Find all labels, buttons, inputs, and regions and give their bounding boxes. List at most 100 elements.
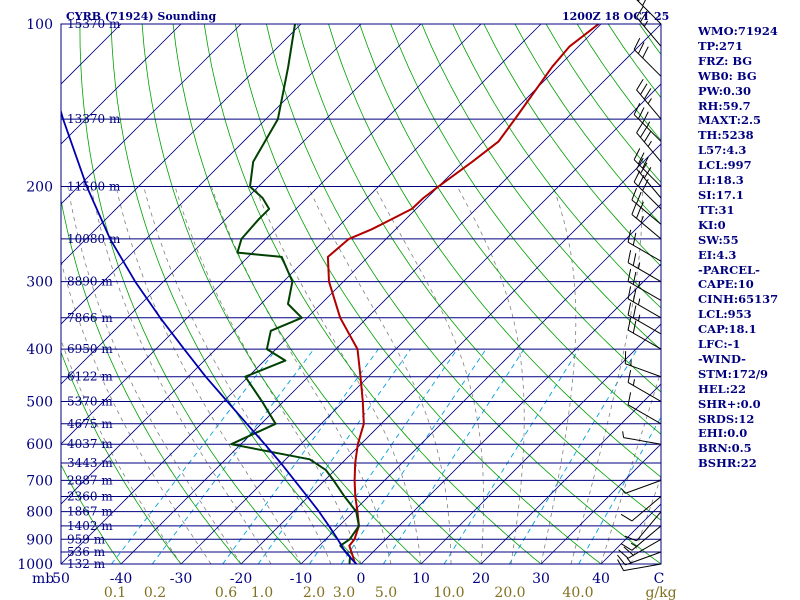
moist-adiabat-line — [374, 186, 485, 564]
moist-adiabat-line — [254, 186, 422, 564]
dry-adiabat-line — [452, 24, 661, 309]
height-label: 2360 m — [67, 490, 113, 504]
mixing-ratio-label: 0.1 — [104, 585, 126, 600]
barb-flag — [627, 229, 632, 243]
dry-adiabat-line — [297, 24, 661, 521]
barb-flag — [640, 83, 648, 95]
mixing-ratio-label: 20.0 — [494, 585, 525, 600]
barb-flag — [642, 156, 649, 169]
dry-adiabat-line — [110, 24, 362, 564]
isotherm-line — [61, 24, 182, 145]
index-item: BRN:0.5 — [698, 441, 752, 456]
height-label: 1867 m — [67, 505, 113, 519]
wind-barb — [620, 525, 662, 551]
mixing-ratio-label: 5.0 — [375, 585, 397, 600]
barb-staff — [633, 181, 662, 210]
moist-adiabat-line — [630, 475, 661, 564]
wind-barb — [627, 286, 662, 319]
wind-barb — [627, 250, 662, 283]
barb-flag — [636, 78, 644, 91]
wind-barb — [627, 369, 662, 402]
mixing-ratio-unit: g/kg — [645, 585, 676, 600]
isotherm-line — [300, 203, 661, 564]
barb-flag — [627, 286, 632, 299]
barb-staff — [623, 437, 662, 445]
temperature-tick-label: 0 — [357, 571, 366, 587]
index-item: FRZ: BG — [698, 53, 753, 68]
barb-half — [637, 314, 641, 322]
barb-staff — [636, 168, 662, 199]
height-label: 5370 m — [67, 394, 113, 408]
moist-adiabat-line — [61, 259, 212, 564]
barb-flag — [620, 513, 633, 522]
barb-flag — [640, 126, 648, 138]
wind-barb — [627, 302, 662, 335]
barb-flag — [637, 152, 645, 165]
pressure-label: 100 — [26, 17, 53, 33]
index-item: -PARCEL- — [698, 262, 760, 277]
mixing-ratio-line — [309, 348, 458, 564]
barb-staff — [627, 329, 662, 350]
wind-barb — [636, 6, 662, 47]
barb-flag — [633, 103, 641, 115]
dewpoint-trace — [230, 24, 360, 564]
barb-staff — [636, 16, 662, 47]
barb-staff — [636, 511, 662, 542]
index-item: MAXT:2.5 — [698, 113, 761, 128]
temperature-tick-label: -40 — [110, 571, 133, 587]
dry-adiabat-line — [172, 24, 482, 564]
barb-flag — [632, 320, 637, 334]
height-label: 2887 m — [67, 473, 113, 487]
parcel-trace — [61, 108, 357, 564]
barb-staff — [627, 298, 662, 319]
barb-half — [630, 542, 637, 547]
plot-frame — [60, 23, 662, 565]
barb-staff — [627, 280, 662, 301]
barb-half — [622, 431, 625, 438]
index-item: EHI:0.0 — [698, 426, 748, 441]
barb-half — [632, 379, 636, 386]
pressure-label: 200 — [26, 180, 53, 196]
dry-adiabat-line — [421, 24, 661, 351]
dry-adiabat-line — [203, 24, 542, 564]
barb-half — [637, 298, 641, 305]
wind-barb — [633, 37, 662, 77]
mixing-ratio-label: 2.0 — [303, 585, 325, 600]
corner-label: C — [654, 571, 665, 587]
dry-adiabat-line — [795, 24, 800, 575]
index-item: RH:59.7 — [698, 98, 751, 113]
index-item: CAP:18.1 — [698, 322, 757, 337]
pressure-label: 800 — [26, 505, 53, 521]
chart-grid — [0, 24, 800, 575]
temperature-tick-label: 30 — [532, 571, 550, 587]
barb-flag — [632, 289, 637, 302]
moist-adiabat-line — [600, 369, 661, 564]
barb-flag — [636, 6, 644, 18]
mixing-ratio-label: 3.0 — [333, 585, 355, 600]
height-label: 13370 m — [67, 112, 121, 126]
barb-flag — [636, 191, 642, 204]
temperature-tick-label: -30 — [170, 571, 193, 587]
barb-flag — [633, 37, 641, 50]
barb-half — [642, 0, 646, 6]
barb-flag — [643, 88, 652, 100]
pressure-label: 900 — [26, 532, 53, 548]
height-label: 10080 m — [67, 232, 121, 246]
barb-staff — [627, 382, 662, 402]
wind-barbs — [617, 0, 662, 572]
barb-staff — [636, 89, 662, 120]
moist-adiabat-line — [90, 186, 272, 564]
wind-barb — [627, 392, 662, 425]
dry-adiabat-line — [61, 563, 62, 564]
height-label: 536 m — [67, 545, 106, 559]
pressure-label: 300 — [26, 275, 53, 291]
index-item: SHR+:0.0 — [698, 396, 761, 411]
wind-barb — [617, 551, 662, 566]
dry-adiabat-line — [79, 24, 302, 564]
index-item: SRDS:12 — [698, 411, 755, 426]
dry-adiabat-line — [141, 24, 422, 564]
barb-half — [640, 216, 644, 223]
moist-adiabat-line — [570, 186, 643, 564]
moist-adiabat-line — [174, 186, 362, 564]
isotherm-line — [0, 24, 1, 564]
